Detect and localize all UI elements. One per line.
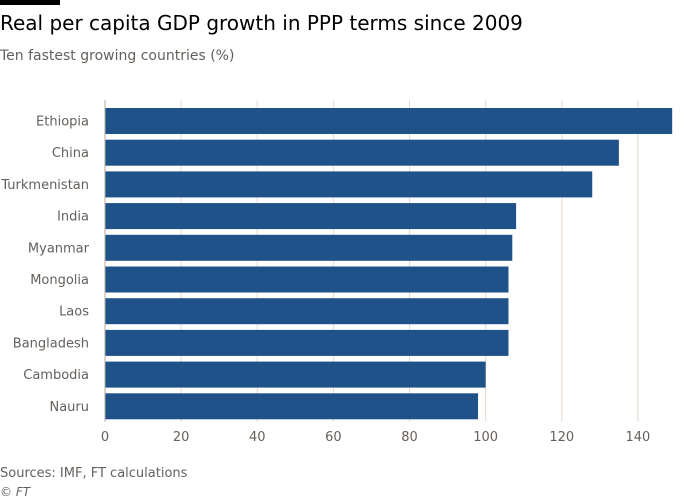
category-label: Turkmenistan	[0, 178, 89, 193]
x-tick-label: 60	[325, 430, 342, 445]
category-label: China	[52, 146, 89, 161]
x-tick-label: 0	[101, 430, 109, 445]
bar	[105, 393, 479, 420]
category-label: Bangladesh	[13, 336, 89, 351]
x-tick-label: 80	[401, 430, 418, 445]
category-label: India	[57, 210, 89, 225]
x-tick-label: 40	[249, 430, 266, 445]
bar	[105, 298, 509, 325]
x-tick-label: 100	[473, 430, 498, 445]
bar	[105, 203, 517, 230]
bar	[105, 234, 513, 261]
bar	[105, 171, 593, 198]
copyright-credit: © FT	[0, 485, 31, 499]
source-note: Sources: IMF, FT calculations	[0, 466, 188, 481]
x-tick-label: 20	[173, 430, 190, 445]
bar	[105, 266, 509, 293]
category-label: Cambodia	[23, 368, 89, 383]
bar-chart: 0 20 40 60 80 100 120 140 Ethiopia China Turkmenis…	[0, 100, 673, 445]
chart-subtitle: Ten fastest growing countries (%)	[0, 48, 235, 64]
bar	[105, 108, 673, 134]
chart-title: Real per capita GDP growth in PPP terms …	[0, 11, 523, 35]
bar	[105, 329, 509, 356]
category-label: Nauru	[49, 400, 89, 415]
bar	[105, 139, 619, 166]
header-accent-bar	[0, 0, 60, 5]
x-tick-label: 120	[549, 430, 574, 445]
category-label: Laos	[59, 305, 89, 320]
category-label: Mongolia	[30, 273, 89, 288]
x-tick-label: 140	[625, 430, 650, 445]
bar	[105, 361, 486, 388]
category-label: Myanmar	[28, 241, 90, 256]
category-label: Ethiopia	[36, 115, 89, 130]
